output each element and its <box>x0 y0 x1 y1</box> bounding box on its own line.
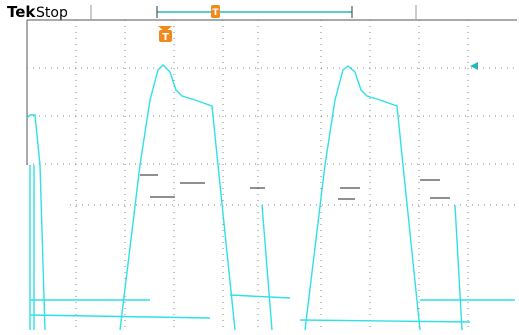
top-separators <box>90 5 417 19</box>
trigger-level <box>470 62 478 70</box>
acquisition-status: Stop <box>36 5 68 21</box>
artifacts <box>140 174 450 200</box>
brand: Tek <box>7 3 36 21</box>
trigger-position: T <box>158 26 172 43</box>
trigger-position-marker: T <box>162 32 169 43</box>
graticule <box>26 19 517 330</box>
waveform <box>26 64 515 331</box>
record-bar: T <box>156 5 353 18</box>
record-trigger-marker: T <box>212 8 219 18</box>
